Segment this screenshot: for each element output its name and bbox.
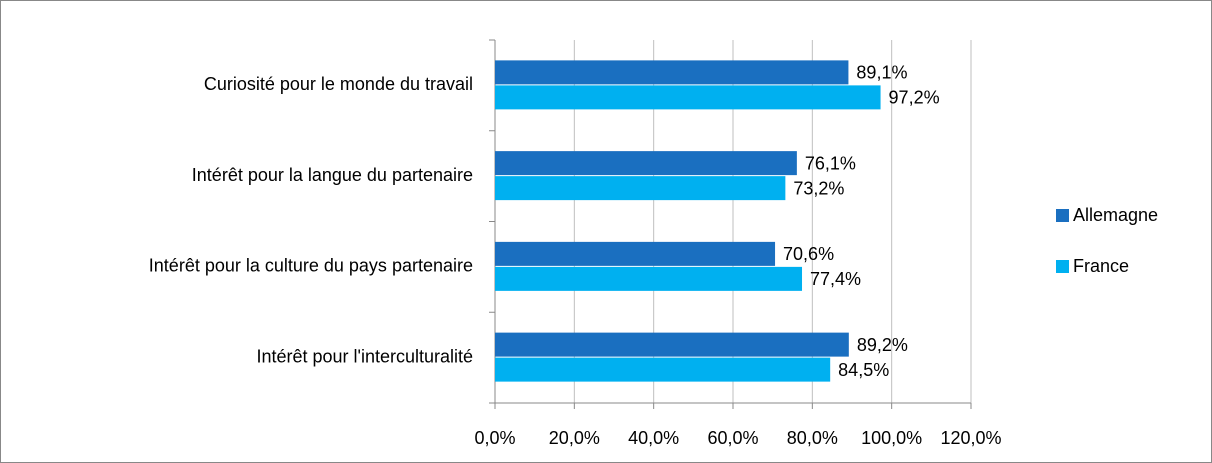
value-label: 97,2% (889, 88, 940, 108)
bar (495, 85, 881, 110)
value-label: 84,5% (838, 360, 889, 380)
legend-swatch (1056, 209, 1069, 222)
legend-label: France (1073, 256, 1129, 276)
value-label: 76,1% (805, 153, 856, 173)
value-label: 70,6% (783, 244, 834, 264)
value-label: 73,2% (793, 178, 844, 198)
bar (495, 266, 803, 291)
bar (495, 241, 776, 266)
x-tick-label: 80,0% (787, 428, 838, 448)
value-label: 89,2% (857, 335, 908, 355)
bar (495, 332, 849, 357)
value-label: 77,4% (810, 269, 861, 289)
legend-label: Allemagne (1073, 205, 1158, 225)
x-tick-label: 0,0% (474, 428, 515, 448)
x-tick-label: 60,0% (707, 428, 758, 448)
bar (495, 357, 831, 382)
bar (495, 151, 797, 176)
y-tick-label: Intérêt pour la langue du partenaire (192, 165, 473, 185)
y-tick-label: Curiosité pour le monde du travail (204, 74, 473, 94)
value-label: 89,1% (856, 63, 907, 83)
x-tick-label: 40,0% (628, 428, 679, 448)
y-tick-label: Intérêt pour l'interculturalité (256, 346, 473, 366)
bar (495, 176, 786, 201)
x-tick-label: 120,0% (940, 428, 1001, 448)
y-tick-label: Intérêt pour la culture du pays partenai… (149, 256, 473, 276)
x-tick-label: 100,0% (861, 428, 922, 448)
legend-swatch (1056, 260, 1069, 273)
x-tick-label: 20,0% (549, 428, 600, 448)
bar (495, 60, 849, 85)
